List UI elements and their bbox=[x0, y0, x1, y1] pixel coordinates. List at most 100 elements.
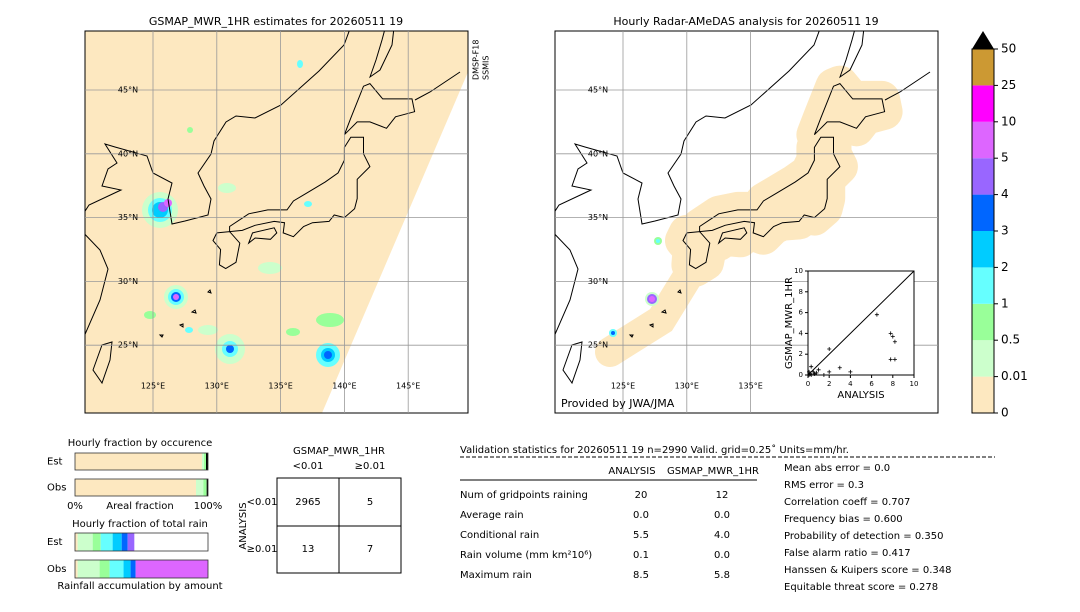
row-label: Obs bbox=[47, 564, 66, 575]
satellite-label: SSMIS bbox=[482, 56, 491, 81]
colorbar-label: 5 bbox=[1001, 151, 1009, 165]
colorbar-label: 10 bbox=[1001, 114, 1016, 128]
stat-value: 12 bbox=[716, 490, 729, 501]
colorbar-segment bbox=[972, 194, 994, 231]
colorbar-label: 2 bbox=[1001, 260, 1009, 274]
colorbar-extend bbox=[972, 31, 994, 49]
rain-areas bbox=[142, 60, 344, 367]
colorbar-segment bbox=[972, 49, 994, 86]
point bbox=[821, 373, 826, 377]
stat-value: 5.5 bbox=[633, 530, 649, 541]
colorbar-segment bbox=[972, 303, 994, 341]
lon-label: 145°E bbox=[396, 382, 420, 391]
left-map bbox=[85, 31, 468, 413]
colorbar-segment bbox=[972, 340, 994, 377]
score: Probability of detection = 0.350 bbox=[784, 531, 943, 542]
chart-title: Hourly fraction of total rain bbox=[72, 519, 208, 530]
row-label: ≥0.01 bbox=[247, 544, 278, 555]
bar-segment bbox=[100, 533, 113, 551]
x-tick-label: 8 bbox=[891, 380, 895, 388]
bar-segment bbox=[75, 479, 197, 496]
bar-segment bbox=[196, 479, 204, 496]
row-label: Est bbox=[47, 537, 63, 548]
point bbox=[890, 334, 895, 339]
stat-value: 5.8 bbox=[714, 570, 730, 581]
satellite-label: DMSP-F18 bbox=[472, 40, 481, 80]
lon-label: 125°E bbox=[611, 382, 635, 391]
y-tick-label: 0 bbox=[799, 371, 803, 379]
lon-label: 140°E bbox=[332, 382, 356, 391]
score: Frequency bias = 0.600 bbox=[784, 514, 903, 525]
point bbox=[888, 331, 893, 336]
bar-segment bbox=[75, 560, 78, 578]
score: False alarm ratio = 0.417 bbox=[784, 548, 911, 559]
bar-frame bbox=[74, 559, 209, 579]
x-axis-label: ANALYSIS bbox=[837, 390, 884, 401]
bar-segment bbox=[135, 560, 208, 578]
x-tick-label: 100% bbox=[194, 501, 223, 512]
point bbox=[812, 371, 817, 376]
lat-label: 30°N bbox=[588, 277, 608, 286]
x-tick-label: 0 bbox=[806, 380, 810, 388]
colorbar-label: 4 bbox=[1001, 187, 1009, 201]
point bbox=[809, 373, 814, 377]
lat-label: 35°N bbox=[118, 213, 138, 222]
lat-label: 25°N bbox=[118, 341, 138, 350]
colorbar-label: 1 bbox=[1001, 296, 1009, 310]
point bbox=[892, 357, 897, 362]
lat-label: 45°N bbox=[588, 86, 608, 95]
y-tick-label: 6 bbox=[799, 309, 804, 317]
score: Mean abs error = 0.0 bbox=[784, 463, 890, 474]
table-cell: 2965 bbox=[295, 497, 320, 508]
bar-frame bbox=[74, 452, 209, 471]
lon-label: 125°E bbox=[141, 382, 165, 391]
colorbar-segment bbox=[972, 158, 994, 195]
table-cell: 5 bbox=[367, 497, 373, 508]
bar-segment bbox=[92, 533, 101, 551]
y-axis-label: GSMAP_MWR_1HR bbox=[784, 277, 795, 369]
colorbar-label: 0 bbox=[1001, 406, 1009, 420]
stat-value: 0.1 bbox=[633, 550, 649, 561]
point bbox=[814, 370, 819, 375]
bar-frame bbox=[74, 478, 209, 497]
stat-value: 8.5 bbox=[633, 570, 649, 581]
point bbox=[848, 369, 853, 374]
bar-segment bbox=[130, 560, 136, 578]
lat-label: 45°N bbox=[118, 86, 138, 95]
stat-value: 20 bbox=[635, 490, 648, 501]
score: Correlation coeff = 0.707 bbox=[784, 497, 910, 508]
stat-value: 0.0 bbox=[714, 550, 730, 561]
row-label: Obs bbox=[47, 483, 66, 494]
colorbar-label: 0.01 bbox=[1001, 369, 1028, 383]
colorbar-label: 25 bbox=[1001, 78, 1016, 92]
table-cell: 13 bbox=[302, 544, 315, 555]
row-label: Est bbox=[47, 457, 63, 468]
stats-title: Validation statistics for 20260511 19 n=… bbox=[460, 444, 849, 456]
col-header: ANALYSIS bbox=[608, 466, 655, 477]
point bbox=[807, 369, 812, 374]
colorbar-segment bbox=[972, 85, 994, 122]
y-tick-label: 8 bbox=[799, 288, 803, 296]
bar-segment bbox=[204, 453, 207, 470]
row-label: <0.01 bbox=[247, 497, 278, 508]
x-tick-label: 0% bbox=[67, 501, 83, 512]
bar-segment bbox=[99, 560, 110, 578]
stat-value: 0.0 bbox=[633, 510, 649, 521]
point bbox=[809, 364, 814, 369]
point bbox=[827, 369, 832, 374]
bar-segment bbox=[77, 560, 100, 578]
bar-segment bbox=[75, 533, 78, 551]
bar-segment bbox=[112, 533, 122, 551]
bar-segment bbox=[121, 533, 128, 551]
colorbar-label: 3 bbox=[1001, 224, 1009, 238]
diagonal bbox=[807, 270, 915, 376]
colorbar-segment bbox=[972, 267, 994, 304]
lat-label: 40°N bbox=[118, 149, 138, 158]
bar-segment bbox=[127, 533, 135, 551]
table-cell: 7 bbox=[367, 544, 373, 555]
bar-frame bbox=[74, 532, 209, 552]
point bbox=[888, 357, 893, 362]
y-tick-label: 10 bbox=[794, 267, 803, 275]
point bbox=[811, 369, 816, 374]
